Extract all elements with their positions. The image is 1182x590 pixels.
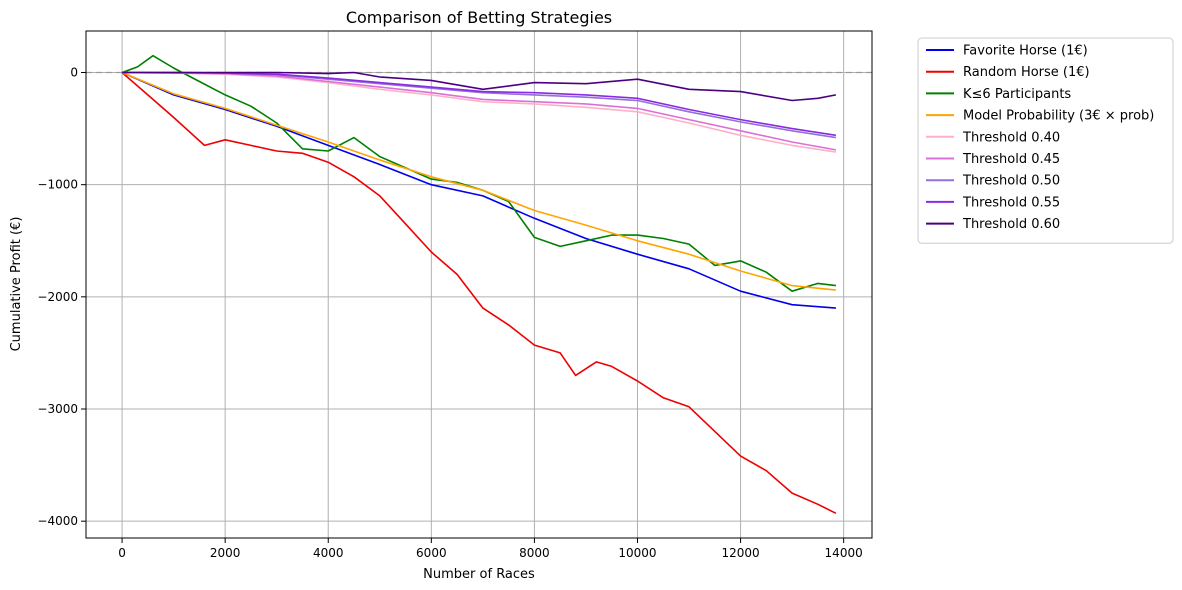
x-tick-label: 0 (118, 546, 126, 560)
x-tick-label: 8000 (519, 546, 550, 560)
legend-label: Threshold 0.50 (962, 174, 1060, 189)
y-tick-label: −4000 (37, 514, 78, 528)
x-tick-label: 10000 (618, 546, 656, 560)
chart-title: Comparison of Betting Strategies (346, 8, 612, 27)
legend-label: Random Horse (1€) (963, 65, 1090, 80)
x-axis-label: Number of Races (423, 567, 535, 582)
grid (86, 31, 872, 538)
legend-label: Favorite Horse (1€) (963, 44, 1088, 59)
series-line-2 (121, 71, 837, 515)
x-tick-label: 4000 (313, 546, 344, 560)
y-tick-label: −2000 (37, 290, 78, 304)
legend-label: Threshold 0.55 (962, 195, 1060, 210)
plot-frame (85, 30, 873, 539)
x-tick-label: 6000 (416, 546, 447, 560)
series-line-4 (121, 71, 836, 291)
y-axis: 0 −1000 −2000 −3000 −4000 (37, 66, 86, 528)
legend-label: Model Probability (3€ × prob) (963, 109, 1154, 124)
legend-box (917, 37, 1174, 244)
series-line-8 (122, 71, 837, 137)
x-axis: 0 2000 4000 6000 8000 10000 12000 14000 (118, 538, 863, 560)
x-tick-label: 14000 (825, 546, 863, 560)
series-line-9 (122, 71, 837, 102)
y-tick-label: 0 (70, 66, 78, 80)
y-tick-label: −3000 (37, 402, 78, 416)
legend-label: Threshold 0.60 (962, 217, 1060, 232)
legend-label: Threshold 0.40 (962, 130, 1060, 145)
y-tick-label: −1000 (37, 178, 78, 192)
legend-label: K≤6 Participants (963, 87, 1071, 102)
x-tick-label: 12000 (721, 546, 759, 560)
legend: Favorite Horse (1€) Random Horse (1€) K≤6 … (917, 37, 1174, 244)
legend-label: Threshold 0.45 (962, 152, 1060, 167)
y-axis-label: Cumulative Profit (€) (9, 217, 24, 352)
series-layer (121, 54, 837, 515)
series-line-1 (121, 71, 836, 309)
x-tick-label: 2000 (210, 546, 241, 560)
